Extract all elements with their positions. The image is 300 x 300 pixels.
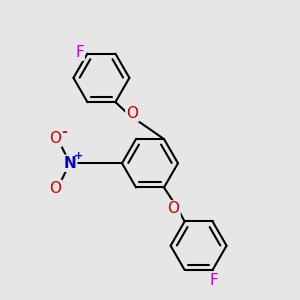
Text: F: F bbox=[210, 274, 218, 289]
Text: O: O bbox=[49, 131, 61, 146]
Text: O: O bbox=[168, 201, 180, 216]
Text: +: + bbox=[74, 151, 83, 161]
Text: O: O bbox=[126, 106, 138, 121]
Text: N: N bbox=[64, 156, 76, 171]
Text: F: F bbox=[75, 45, 84, 60]
Text: O: O bbox=[49, 181, 61, 196]
Text: -: - bbox=[62, 125, 68, 139]
